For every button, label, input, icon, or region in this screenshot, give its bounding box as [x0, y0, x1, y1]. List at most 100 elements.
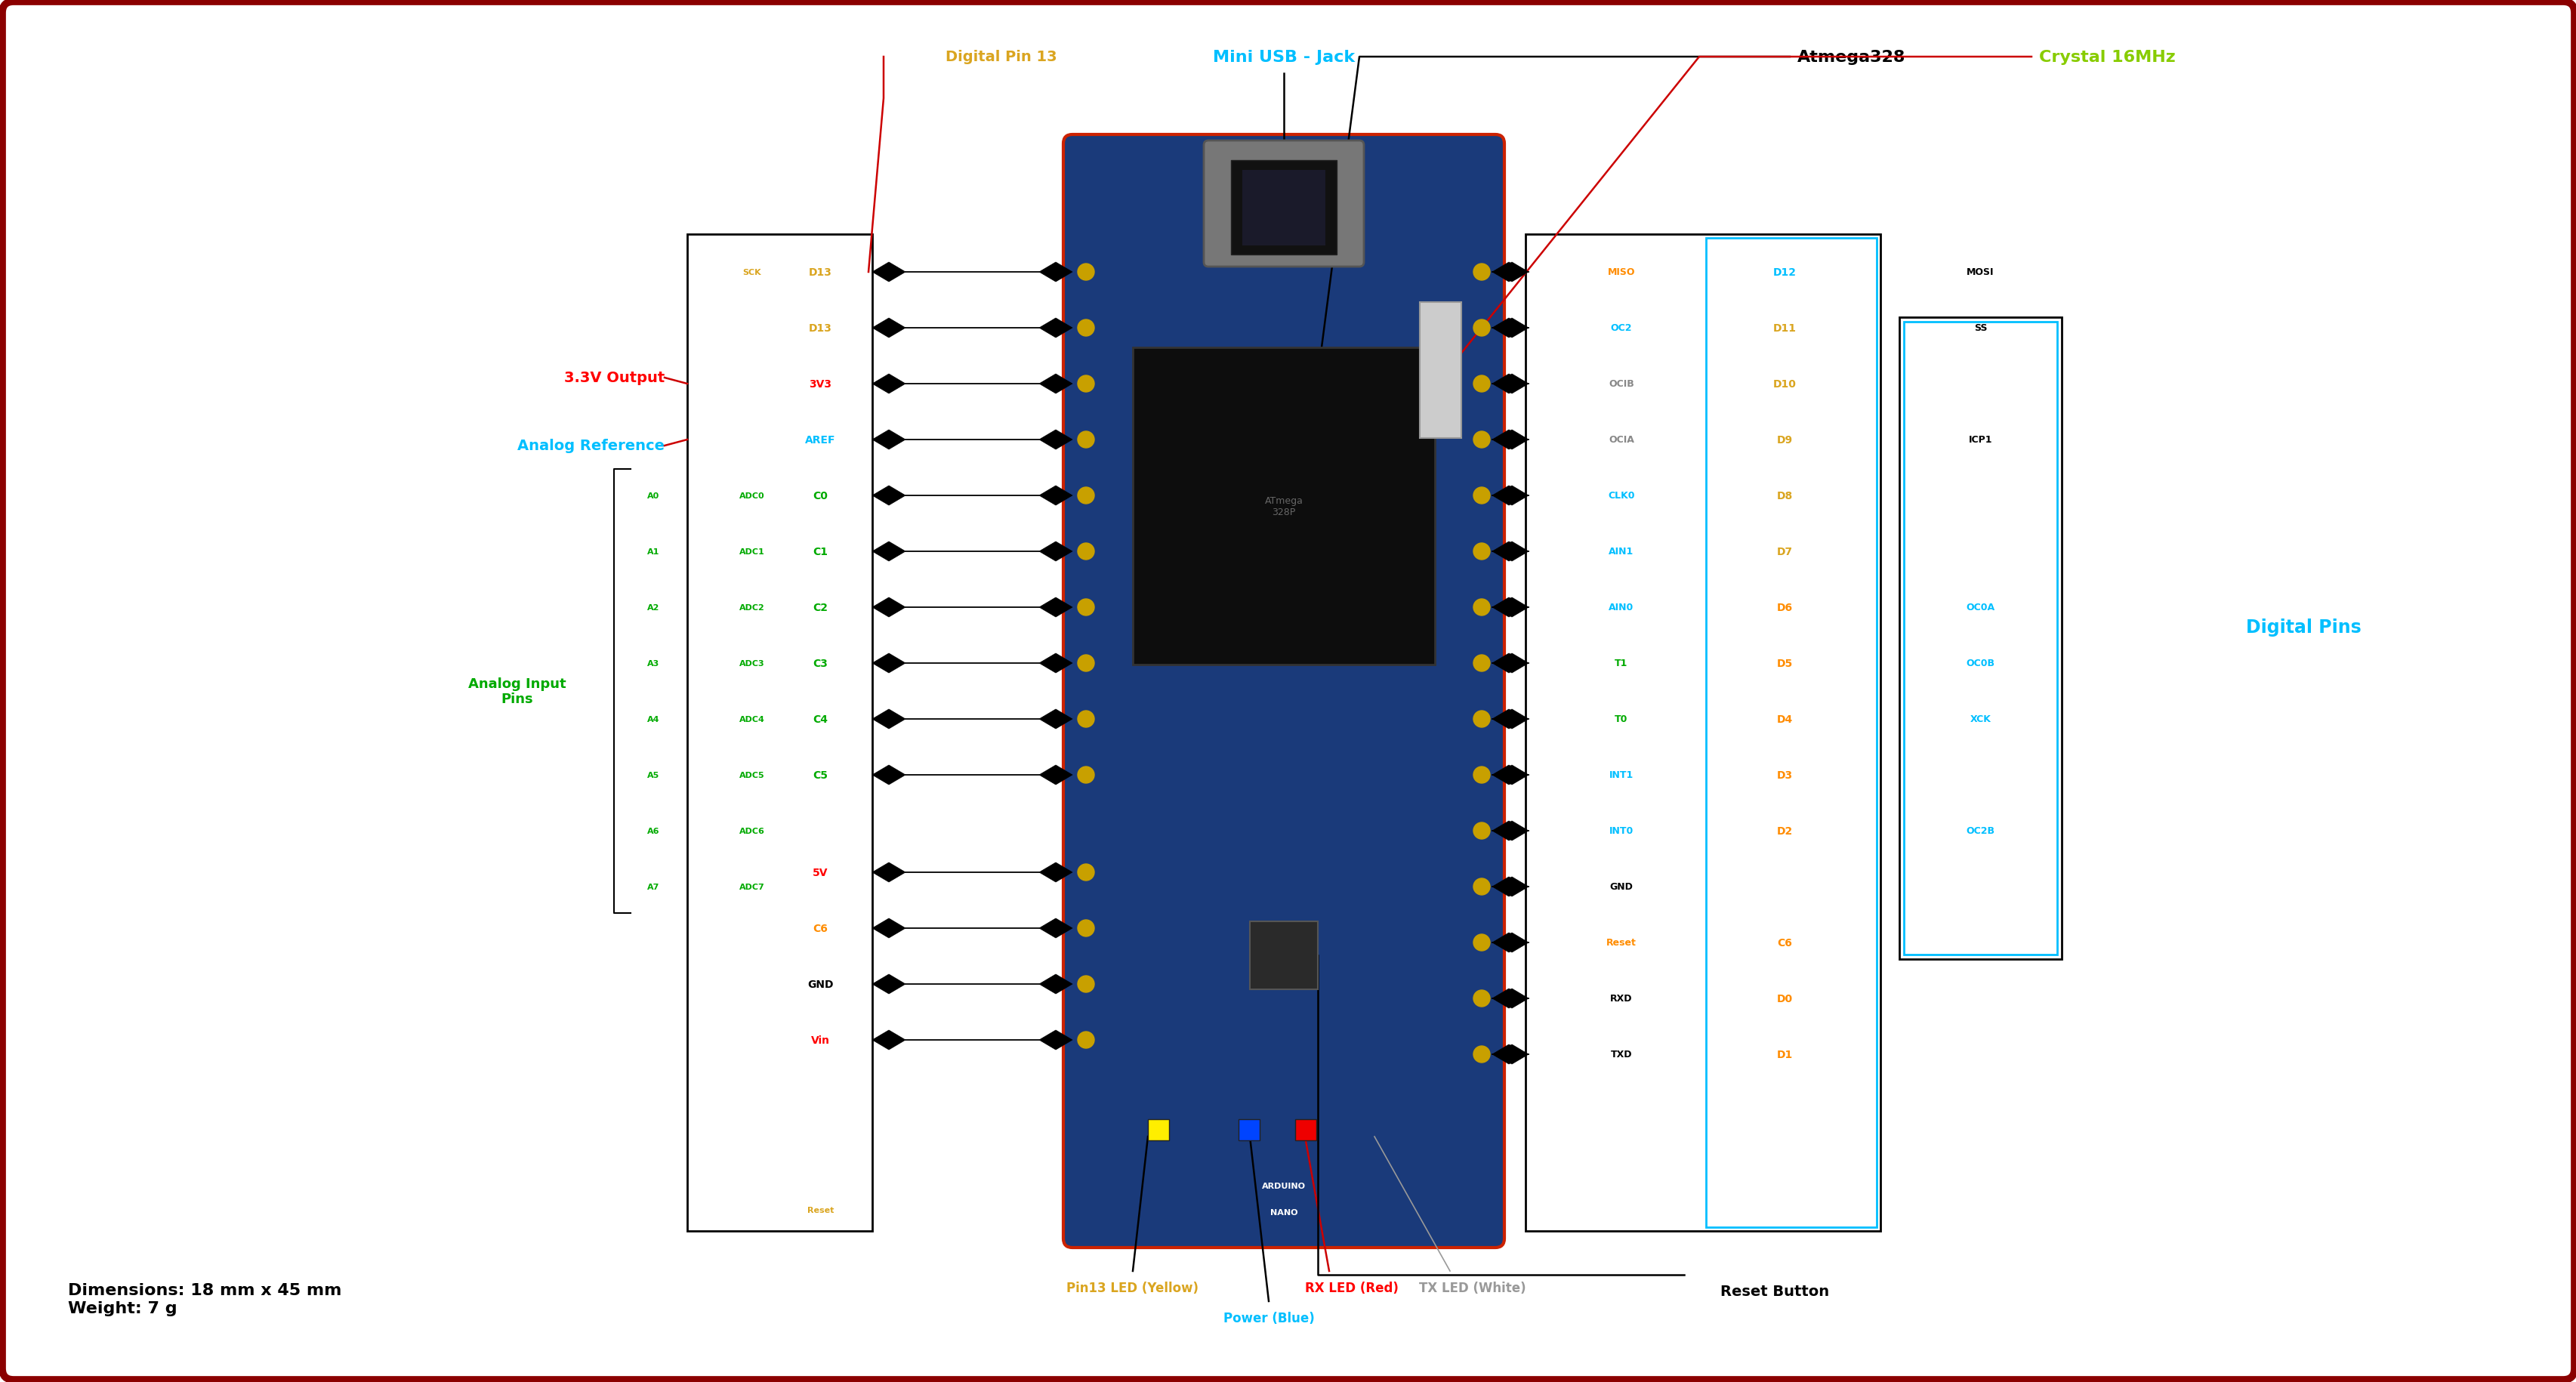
Polygon shape — [1494, 1045, 1528, 1064]
Text: D2: D2 — [1775, 825, 1793, 836]
Polygon shape — [873, 1030, 904, 1050]
Bar — [1146, 1119, 1170, 1140]
Polygon shape — [1492, 542, 1525, 561]
Text: OC2B: OC2B — [1965, 826, 1994, 836]
Text: ADC7: ADC7 — [739, 883, 765, 890]
Text: ADC2: ADC2 — [739, 604, 765, 611]
Text: C6: C6 — [1777, 937, 1790, 948]
Circle shape — [1077, 1032, 1095, 1049]
Bar — [1242, 170, 1324, 246]
Text: C4: C4 — [811, 714, 827, 724]
Polygon shape — [873, 919, 904, 938]
Polygon shape — [873, 709, 904, 730]
Circle shape — [1473, 991, 1489, 1007]
Text: XCK: XCK — [1971, 714, 1991, 724]
Polygon shape — [1038, 263, 1072, 282]
Polygon shape — [1494, 988, 1528, 1009]
Polygon shape — [873, 430, 904, 451]
Polygon shape — [1492, 654, 1525, 673]
Polygon shape — [873, 375, 904, 394]
Text: SCK: SCK — [742, 268, 760, 276]
Polygon shape — [1492, 318, 1525, 339]
Circle shape — [1077, 600, 1095, 616]
Polygon shape — [1492, 933, 1525, 952]
Text: D1: D1 — [1775, 1049, 1793, 1060]
Circle shape — [1077, 976, 1095, 992]
Polygon shape — [873, 318, 904, 339]
Circle shape — [1473, 822, 1489, 839]
Circle shape — [1077, 710, 1095, 727]
Text: D9: D9 — [1775, 435, 1793, 445]
Circle shape — [1077, 864, 1095, 880]
Circle shape — [1077, 767, 1095, 784]
Polygon shape — [1492, 430, 1525, 451]
Text: Digital Pins: Digital Pins — [2246, 618, 2360, 636]
Text: Reset: Reset — [806, 1206, 835, 1213]
FancyBboxPatch shape — [1203, 141, 1363, 267]
Polygon shape — [1494, 709, 1528, 730]
Text: AREF: AREF — [804, 435, 835, 445]
Text: T1: T1 — [1615, 659, 1628, 669]
Text: Analog Reference: Analog Reference — [518, 439, 665, 453]
Text: Mini USB - Jack: Mini USB - Jack — [1213, 50, 1355, 65]
Circle shape — [1473, 655, 1489, 672]
Text: C2: C2 — [811, 603, 827, 612]
Polygon shape — [1492, 263, 1525, 282]
Polygon shape — [1492, 709, 1525, 730]
Circle shape — [1473, 879, 1489, 896]
Text: OC0B: OC0B — [1965, 659, 1994, 669]
Text: D7: D7 — [1775, 546, 1793, 557]
Polygon shape — [873, 766, 904, 785]
Polygon shape — [1492, 486, 1525, 506]
Polygon shape — [1492, 598, 1525, 618]
Polygon shape — [1492, 821, 1525, 840]
Text: MISO: MISO — [1607, 268, 1636, 278]
Text: D8: D8 — [1775, 491, 1793, 502]
Text: Crystal 16MHz: Crystal 16MHz — [2038, 50, 2174, 65]
Text: C1: C1 — [811, 546, 827, 557]
Circle shape — [1077, 321, 1095, 337]
Text: A7: A7 — [647, 883, 659, 890]
Text: 5V: 5V — [811, 868, 827, 878]
Text: D10: D10 — [1772, 379, 1795, 390]
Text: OC2: OC2 — [1610, 323, 1631, 333]
Polygon shape — [1494, 318, 1528, 339]
Text: A0: A0 — [647, 492, 659, 500]
Text: A1: A1 — [647, 549, 659, 556]
Text: C5: C5 — [811, 770, 827, 781]
Polygon shape — [873, 542, 904, 561]
Polygon shape — [1038, 1030, 1072, 1050]
Text: GND: GND — [1610, 882, 1633, 891]
Text: Digital Pin 13: Digital Pin 13 — [945, 50, 1056, 65]
Bar — [1899, 318, 2061, 959]
Text: Pin13 LED (Yellow): Pin13 LED (Yellow) — [1066, 1281, 1198, 1295]
Text: ADC3: ADC3 — [739, 659, 765, 668]
Polygon shape — [1492, 375, 1525, 394]
Text: ADC1: ADC1 — [739, 549, 765, 556]
Text: A3: A3 — [647, 659, 659, 668]
Circle shape — [1077, 376, 1095, 392]
Polygon shape — [1038, 486, 1072, 506]
Circle shape — [1077, 431, 1095, 448]
Circle shape — [1473, 321, 1489, 337]
Polygon shape — [1494, 766, 1528, 785]
Text: OCIA: OCIA — [1607, 435, 1633, 445]
Text: Analog Input
Pins: Analog Input Pins — [469, 677, 567, 706]
Text: ICP1: ICP1 — [1968, 435, 1991, 445]
Circle shape — [1077, 655, 1095, 672]
Text: Reset: Reset — [1605, 938, 1636, 948]
Text: Atmega328: Atmega328 — [1798, 50, 1906, 65]
Text: A5: A5 — [647, 771, 659, 779]
Polygon shape — [1494, 821, 1528, 840]
Bar — [1525, 235, 1880, 1231]
Polygon shape — [1494, 430, 1528, 451]
Text: INT1: INT1 — [1607, 770, 1633, 779]
Text: ARDUINO: ARDUINO — [1262, 1182, 1306, 1190]
Polygon shape — [1494, 375, 1528, 394]
Polygon shape — [1492, 988, 1525, 1009]
Polygon shape — [1494, 933, 1528, 952]
Circle shape — [1077, 264, 1095, 281]
FancyBboxPatch shape — [1064, 135, 1504, 1248]
Bar — [1296, 1119, 1316, 1140]
Polygon shape — [1494, 878, 1528, 897]
